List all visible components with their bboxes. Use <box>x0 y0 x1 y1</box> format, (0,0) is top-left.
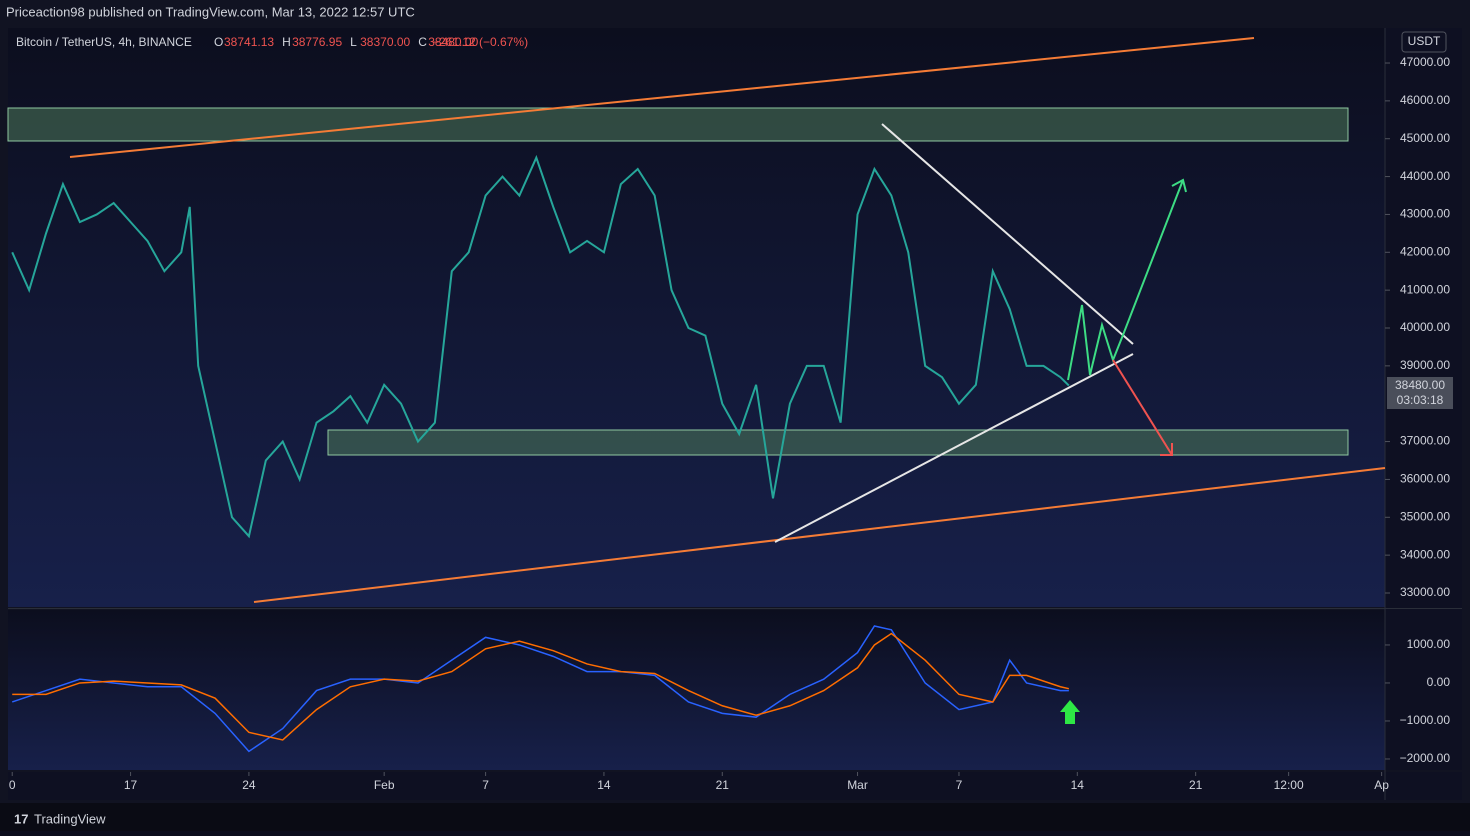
ohlc-letter: H <box>282 35 291 49</box>
x-tick-label: 21 <box>716 778 730 792</box>
ohlc-value: 38741.13 <box>224 35 274 49</box>
x-tick-label: 14 <box>1071 778 1085 792</box>
x-tick-label: Mar <box>847 778 868 792</box>
y-tick-label: 45000.00 <box>1400 131 1450 145</box>
y-tick-label: 47000.00 <box>1400 55 1450 69</box>
x-tick-label: Feb <box>374 778 395 792</box>
last-price-box <box>1387 377 1453 409</box>
ohlc-letter: L <box>350 35 357 49</box>
y-tick-label: 41000.00 <box>1400 282 1450 296</box>
ohlc-value: 38370.00 <box>360 35 410 49</box>
ohlc-letter: C <box>418 35 427 49</box>
y-tick-label: 43000.00 <box>1400 207 1450 221</box>
header: Priceaction98 published on TradingView.c… <box>6 4 415 19</box>
currency: USDT <box>1408 34 1441 48</box>
resistance-zone <box>7 107 1349 142</box>
last-price: 38480.00 <box>1395 378 1445 392</box>
bull-arrow <box>1171 178 1187 193</box>
bull-path <box>1067 179 1184 381</box>
lower-channel <box>253 467 1386 603</box>
x-tick-label: 7 <box>956 778 963 792</box>
bear-arrow <box>1160 443 1173 456</box>
x-tick-label: 0 <box>9 778 16 792</box>
macd-tick-label: 0.00 <box>1427 675 1451 689</box>
symbol: Bitcoin / TetherUS, 4h, BINANCE <box>16 35 192 49</box>
ohlc-letter: O <box>214 35 223 49</box>
y-tick-label: 34000.00 <box>1400 547 1450 561</box>
triangle-bottom <box>774 353 1134 543</box>
change: −261.12 (−0.67%) <box>432 35 528 49</box>
brand: TradingView <box>34 811 106 826</box>
x-tick-label: Ap <box>1374 778 1389 792</box>
x-tick-label: 21 <box>1189 778 1203 792</box>
y-tick-label: 40000.00 <box>1400 320 1450 334</box>
upper-channel <box>69 37 1255 158</box>
macd-tick-label: −1000.00 <box>1400 713 1451 727</box>
countdown: 03:03:18 <box>1397 393 1444 407</box>
macd-pane <box>8 610 1385 770</box>
macd-line <box>12 632 1070 741</box>
y-tick-label: 44000.00 <box>1400 169 1450 183</box>
y-tick-label: 42000.00 <box>1400 244 1450 258</box>
y-tick-label: 46000.00 <box>1400 93 1450 107</box>
currency-box <box>1401 31 1447 53</box>
y-tick-label: 39000.00 <box>1400 358 1450 372</box>
ohlc-value: 38776.95 <box>292 35 342 49</box>
support-zone <box>327 429 1349 456</box>
up-arrow <box>1060 700 1080 724</box>
ohlc-value: 38480.00 <box>428 35 478 49</box>
x-tick-label: 17 <box>124 778 138 792</box>
triangle-top <box>881 123 1134 345</box>
logo-mark: 17 <box>14 811 28 826</box>
time-axis <box>8 772 1462 800</box>
bear-path <box>1112 359 1173 456</box>
macd-tick-label: 1000.00 <box>1407 637 1451 651</box>
macd-tick-label: −2000.00 <box>1400 751 1451 765</box>
x-tick-label: 12:00 <box>1274 778 1304 792</box>
x-tick-label: 14 <box>597 778 611 792</box>
y-tick-label: 35000.00 <box>1400 509 1450 523</box>
footer <box>0 803 1470 831</box>
y-tick-label: 36000.00 <box>1400 472 1450 486</box>
price-line <box>11 154 1070 539</box>
macd-line <box>11 625 1069 753</box>
x-tick-label: 7 <box>482 778 489 792</box>
x-tick-label: 24 <box>242 778 256 792</box>
y-tick-label: 37000.00 <box>1400 434 1450 448</box>
y-tick-label: 33000.00 <box>1400 585 1450 599</box>
